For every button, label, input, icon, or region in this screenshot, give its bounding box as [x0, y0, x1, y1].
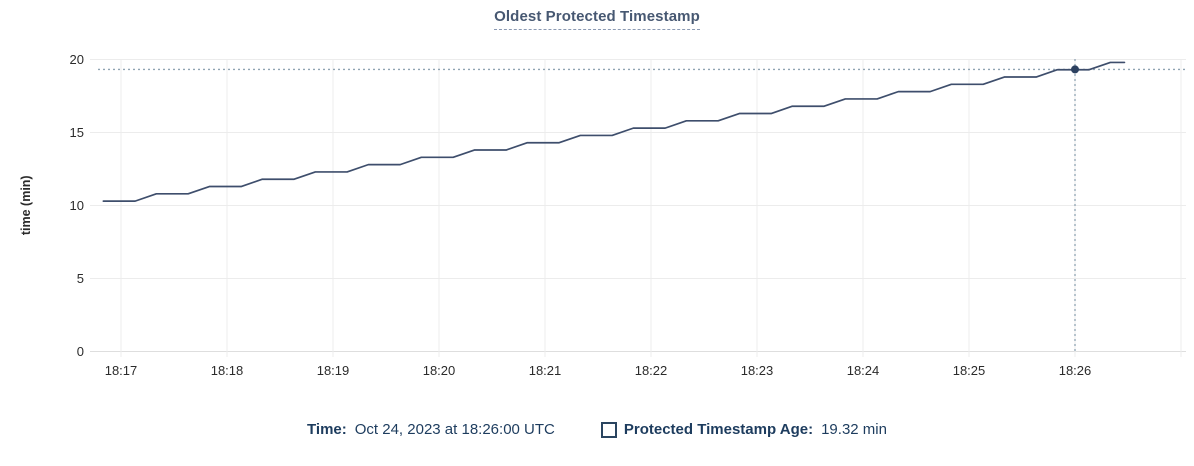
x-tick-label: 18:25 — [953, 363, 986, 378]
chart-title-row: Oldest Protected Timestamp — [0, 8, 1194, 30]
legend-series-label: Protected Timestamp Age: — [623, 421, 814, 438]
y-tick-label: 15 — [70, 125, 84, 140]
chart-title[interactable]: Oldest Protected Timestamp — [494, 8, 700, 30]
hover-marker — [1071, 65, 1079, 74]
x-tick-label: 18:19 — [317, 363, 350, 378]
hover-readout: Time: Oct 24, 2023 at 18:26:00 UTC Prote… — [0, 419, 1194, 441]
y-tick-label: 0 — [77, 344, 84, 359]
legend-checkbox[interactable] — [600, 422, 617, 438]
hover-time-group: Time: Oct 24, 2023 at 18:26:00 UTC — [307, 419, 555, 441]
x-tick-label: 18:23 — [741, 363, 774, 378]
hover-time-label: Time: — [307, 421, 347, 438]
legend-series-value: 19.32 min — [821, 421, 887, 438]
series-line-protected-timestamp-age — [102, 61, 1126, 202]
x-tick-label: 18:20 — [423, 363, 456, 378]
x-tick-label: 18:26 — [1059, 363, 1092, 378]
gridlines — [90, 59, 1186, 357]
x-tick-label: 18:18 — [211, 363, 244, 378]
chart-canvas[interactable]: 0 5 10 15 20 18:17 18:18 18:19 18:20 18:21 18:22 18… — [0, 0, 1194, 402]
x-tick-label: 18:22 — [635, 363, 668, 378]
legend-item-protected-timestamp-age[interactable]: Protected Timestamp Age: 19.32 min — [600, 419, 887, 441]
x-tick-label: 18:17 — [105, 363, 138, 378]
y-axis-title: time (min) — [19, 175, 33, 235]
x-tick-label: 18:24 — [847, 363, 880, 378]
axis-tick-labels: 0 5 10 15 20 18:17 18:18 18:19 18:20 18:21 18:22 18… — [70, 52, 1092, 378]
y-tick-label: 20 — [70, 52, 84, 67]
y-tick-label: 5 — [77, 271, 84, 286]
hover-time-value: Oct 24, 2023 at 18:26:00 UTC — [354, 421, 555, 438]
y-tick-label: 10 — [70, 198, 84, 213]
x-tick-label: 18:21 — [529, 363, 562, 378]
